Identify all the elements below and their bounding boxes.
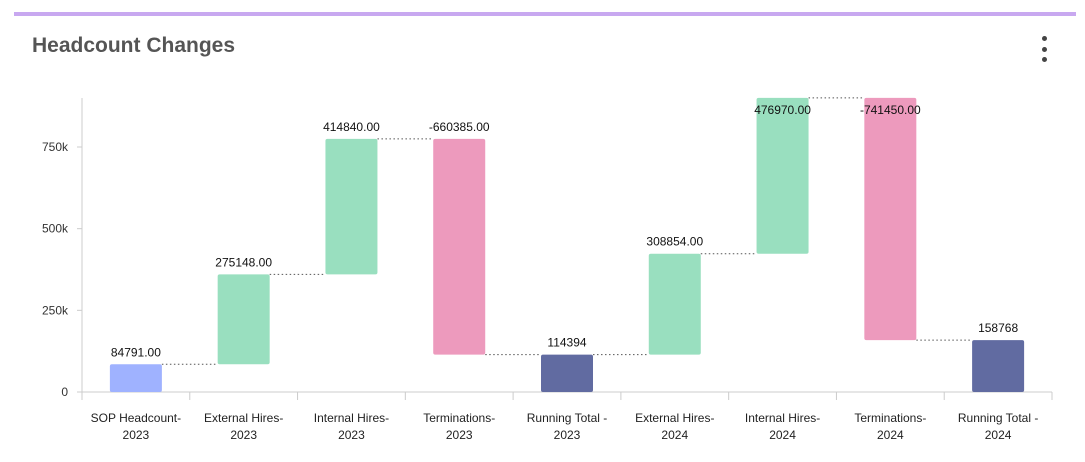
x-category-label-line: Internal Hires- (745, 411, 820, 425)
bar-decrease (864, 97, 917, 341)
y-tick-label: 750k (42, 140, 69, 154)
x-category-label: External Hires- 2023 (204, 411, 283, 442)
data-label: 158768 (978, 321, 1018, 335)
x-category-label-line: 2023 (230, 428, 257, 442)
x-category-label: Terminations- 2023 (423, 411, 495, 442)
more-vertical-icon[interactable] (1034, 36, 1054, 62)
x-category-label-line: 2023 (554, 428, 581, 442)
bar-increase (756, 97, 809, 254)
card-top-accent (14, 12, 1076, 16)
x-category-label-line: 2024 (877, 428, 904, 442)
x-category-label: Running Total - 2023 (527, 411, 608, 442)
x-category-label: Internal Hires- 2023 (314, 411, 389, 442)
y-tick-label: 500k (42, 222, 69, 236)
x-category-label: External Hires- 2024 (635, 411, 714, 442)
y-tick-label: 250k (42, 303, 69, 317)
x-category-label-line: 2023 (123, 428, 150, 442)
x-category-label-line: Terminations- (423, 411, 495, 425)
data-label: 275148.00 (215, 255, 272, 269)
menu-dot (1041, 46, 1047, 52)
x-category-label-line: Internal Hires- (314, 411, 389, 425)
x-category-label-line: External Hires- (635, 411, 714, 425)
bar-decrease (433, 138, 486, 355)
x-category-label: Terminations- 2024 (854, 411, 926, 442)
x-category-label-line: 2023 (338, 428, 365, 442)
x-category-label: Running Total - 2024 (958, 411, 1039, 442)
data-label: 114394 (547, 336, 586, 350)
x-category-label-line: SOP Headcount- (91, 411, 182, 425)
x-category-label: Internal Hires- 2024 (745, 411, 820, 442)
x-category-label-line: Terminations- (854, 411, 926, 425)
bar-increase (648, 253, 701, 355)
data-label: 476970.00 (754, 103, 811, 117)
data-label: 84791.00 (111, 345, 161, 359)
x-category-label-line: 2024 (661, 428, 688, 442)
data-label: -660385.00 (429, 120, 490, 134)
headcount-changes-card: Headcount Changes 0 250k 500k 750k 84791.00 S… (14, 12, 1076, 460)
y-tick-label: 0 (61, 385, 68, 399)
bar-increase (217, 274, 270, 365)
bar-start (109, 364, 162, 392)
data-label: 308854.00 (646, 235, 703, 249)
bar-increase (325, 138, 378, 275)
x-category-label-line: 2024 (769, 428, 796, 442)
x-category-label-line: 2023 (446, 428, 473, 442)
waterfall-chart: 0 250k 500k 750k 84791.00 SOP Headcount- 2023 2… (42, 97, 1053, 442)
bar-total (541, 354, 593, 392)
x-category-label-line: Running Total - (958, 411, 1039, 425)
data-label: -741450.00 (860, 103, 921, 117)
x-category-label-line: Running Total - (527, 411, 608, 425)
menu-dot (1041, 36, 1047, 41)
x-category-label: SOP Headcount- 2023 (91, 411, 182, 442)
bar-total (972, 340, 1025, 392)
card-title: Headcount Changes (32, 34, 236, 57)
data-label: 414840.00 (323, 120, 380, 134)
x-category-label-line: External Hires- (204, 411, 283, 425)
menu-dot (1041, 57, 1047, 62)
x-category-label-line: 2024 (985, 428, 1012, 442)
